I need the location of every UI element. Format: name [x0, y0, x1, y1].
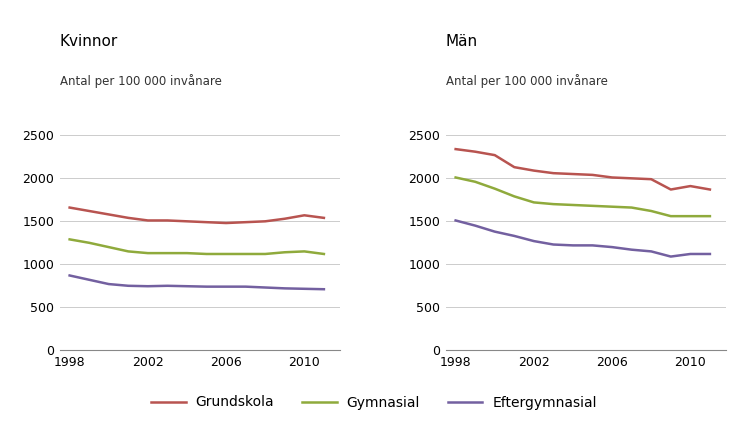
- Legend: Grundskola, Gymnasial, Eftergymnasial: Grundskola, Gymnasial, Eftergymnasial: [146, 390, 602, 415]
- Text: Antal per 100 000 invånare: Antal per 100 000 invånare: [446, 74, 607, 88]
- Text: Män: Män: [446, 33, 478, 49]
- Text: Antal per 100 000 invånare: Antal per 100 000 invånare: [60, 74, 221, 88]
- Text: Kvinnor: Kvinnor: [60, 33, 118, 49]
